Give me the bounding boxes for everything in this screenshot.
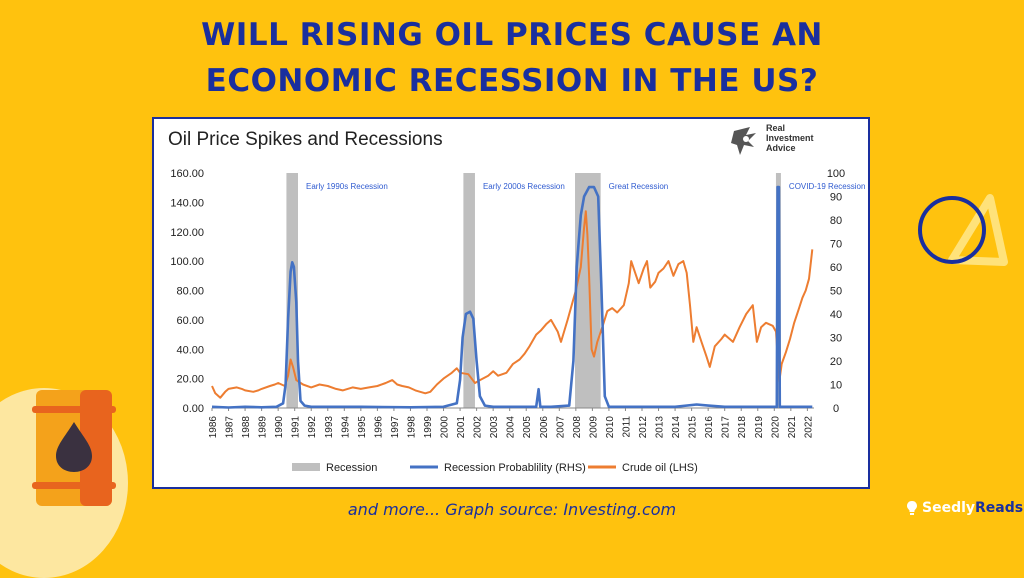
x-tick-label: 1991 <box>291 416 302 439</box>
y-right-tick-label: 30 <box>830 333 842 345</box>
x-tick-label: 2007 <box>555 416 566 439</box>
x-tick-label: 2003 <box>489 416 500 439</box>
y-right-tick-label: 80 <box>830 215 842 227</box>
logo-text-line-2: Investment <box>766 133 814 143</box>
x-tick-label: 1994 <box>340 416 351 439</box>
y-right-tick-label: 50 <box>830 286 842 298</box>
legend-label: Recession Probablility (RHS) <box>444 462 586 474</box>
chart-axes: 0.00 20.00 40.00 60.00 80.00 100.00 120.00 140.… <box>170 168 845 438</box>
oil-drop-icon <box>56 422 92 472</box>
recession-label: COVID-19 Recession <box>789 182 865 191</box>
x-tick-label: 1997 <box>390 416 401 439</box>
y-left-tick-label: 20.00 <box>176 374 204 386</box>
x-tick-label: 2009 <box>588 416 599 439</box>
x-tick-label: 2002 <box>473 416 484 439</box>
x-tick-label: 2006 <box>539 416 550 439</box>
y-left-tick-label: 40.00 <box>176 344 204 356</box>
headline: WILL RISING OIL PRICES CAUSE AN ECONOMIC… <box>0 12 1024 104</box>
recession-label: Great Recession <box>609 182 669 191</box>
brand-part-1: Seedly <box>922 500 976 516</box>
x-tick-label: 1990 <box>274 416 285 439</box>
y-right-tick-label: 0 <box>833 403 839 415</box>
x-tick-label: 1986 <box>208 416 219 439</box>
y-right-tick-label: 70 <box>830 239 842 251</box>
x-tick-label: 2001 <box>456 416 467 439</box>
lightbulb-icon <box>907 501 917 515</box>
x-tick-label: 2016 <box>704 416 715 439</box>
oil-barrel-icon <box>32 390 116 506</box>
y-left-tick-label: 140.00 <box>170 197 204 209</box>
oil-recession-chart: Oil Price Spikes and Recessions Real Inv… <box>168 123 865 474</box>
x-tick-label: 2005 <box>522 416 533 439</box>
x-tick-label: 2008 <box>572 416 583 439</box>
chart-title: Oil Price Spikes and Recessions <box>168 129 443 150</box>
y-left-tick-label: 60.00 <box>176 315 204 327</box>
y-left-tick-label: 80.00 <box>176 286 204 298</box>
x-tick-label: 2011 <box>621 416 632 438</box>
x-tick-label: 1993 <box>324 416 335 439</box>
source-caption: and more... Graph source: Investing.com <box>347 500 677 519</box>
x-tick-label: 2010 <box>605 416 616 439</box>
x-tick-label: 1989 <box>258 416 269 439</box>
x-tick-label: 1988 <box>241 416 252 439</box>
x-tick-label: 2012 <box>638 416 649 439</box>
x-tick-label: 2019 <box>754 416 765 439</box>
brand-part-2: Reads <box>975 500 1024 516</box>
x-tick-label: 2022 <box>803 416 814 439</box>
x-tick-label: 2020 <box>770 416 781 439</box>
logo-text-line-3: Advice <box>766 143 796 153</box>
chart-legend: Recession Recession Probablility (RHS) Cru… <box>292 462 698 474</box>
legend-swatch-recession <box>292 463 320 471</box>
y-left-tick-label: 160.00 <box>170 168 204 180</box>
y-left-tick-label: 0.00 <box>183 403 204 415</box>
y-right-tick-label: 40 <box>830 309 842 321</box>
x-tick-label: 2021 <box>787 416 798 439</box>
x-tick-label: 1998 <box>406 416 417 439</box>
recession-band <box>286 173 298 408</box>
recession-band <box>463 173 475 408</box>
circle-triangle-decoration-icon <box>918 194 1008 266</box>
crude-oil-line <box>211 210 814 399</box>
legend-label: Recession <box>326 462 377 474</box>
y-left-tick-label: 100.00 <box>170 256 204 268</box>
x-tick-label: 2000 <box>440 416 451 439</box>
logo-text-line-1: Real <box>766 123 785 133</box>
legend-label: Crude oil (LHS) <box>622 462 698 474</box>
x-tick-label: 2015 <box>688 416 699 439</box>
recession-probability-line <box>211 185 813 409</box>
y-right-tick-label: 60 <box>830 262 842 274</box>
recession-label: Early 1990s Recession <box>306 182 388 191</box>
headline-line-2: ECONOMIC RECESSION IN THE US? <box>205 63 819 99</box>
headline-line-1: WILL RISING OIL PRICES CAUSE AN <box>201 17 823 53</box>
eagle-logo-icon <box>731 127 756 155</box>
y-right-tick-label: 100 <box>827 168 845 180</box>
recession-label: Early 2000s Recession <box>483 182 565 191</box>
x-tick-label: 1995 <box>357 416 368 439</box>
y-right-tick-label: 20 <box>830 356 842 368</box>
chart-series <box>211 185 814 409</box>
x-tick-label: 1999 <box>423 416 434 439</box>
seedly-reads-logo: Seedly Reads <box>906 500 1023 516</box>
chart-panel: Oil Price Spikes and Recessions Real Inv… <box>152 117 870 489</box>
x-tick-label: 2004 <box>506 416 517 439</box>
x-tick-label: 2013 <box>655 416 666 439</box>
x-tick-label: 1996 <box>373 416 384 439</box>
y-right-tick-label: 90 <box>830 192 842 204</box>
x-tick-label: 1987 <box>225 416 236 439</box>
x-tick-label: 2014 <box>671 416 682 439</box>
recession-band <box>575 173 601 408</box>
x-tick-label: 2018 <box>737 416 748 439</box>
y-right-tick-label: 10 <box>830 380 842 392</box>
x-tick-label: 1992 <box>307 416 318 439</box>
y-left-tick-label: 120.00 <box>170 227 204 239</box>
x-tick-label: 2017 <box>721 416 732 439</box>
